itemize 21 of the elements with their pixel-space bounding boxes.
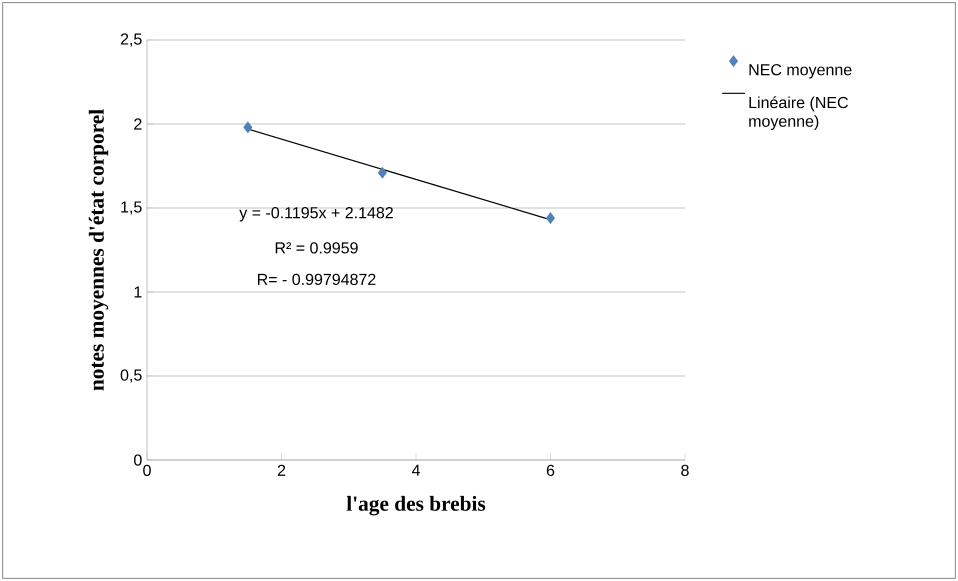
legend-label: NEC moyenne [749,64,852,79]
y-tick-label: 2 [134,118,142,130]
annotation: R= - 0.99794872 [258,274,376,286]
legend-label: Linéaire (NEC moyenne) [749,96,848,130]
annotation: y = -0.1195x + 2.1482 [239,207,393,222]
x-tick-label: 2 [278,464,286,476]
x-axis-title: l'age des brebis [346,496,486,516]
x-tick-label: 8 [681,464,689,476]
x-tick-label: 6 [546,464,554,476]
y-tick-label: 0 [134,454,142,466]
point [546,212,555,224]
y-tick-label: 0,5 [120,369,142,383]
annotation: R² = 0.9959 [276,242,358,254]
x-tick-label: 0 [143,464,151,476]
y-tick-label: 1 [134,286,142,298]
y-tick-label: 2,5 [120,33,142,47]
point [243,121,252,134]
y-axis-title: notes moyennes d'état corporel [88,109,108,391]
y-tick-label: 1,5 [121,201,142,215]
point [378,166,387,179]
x-tick-label: 4 [412,464,420,476]
